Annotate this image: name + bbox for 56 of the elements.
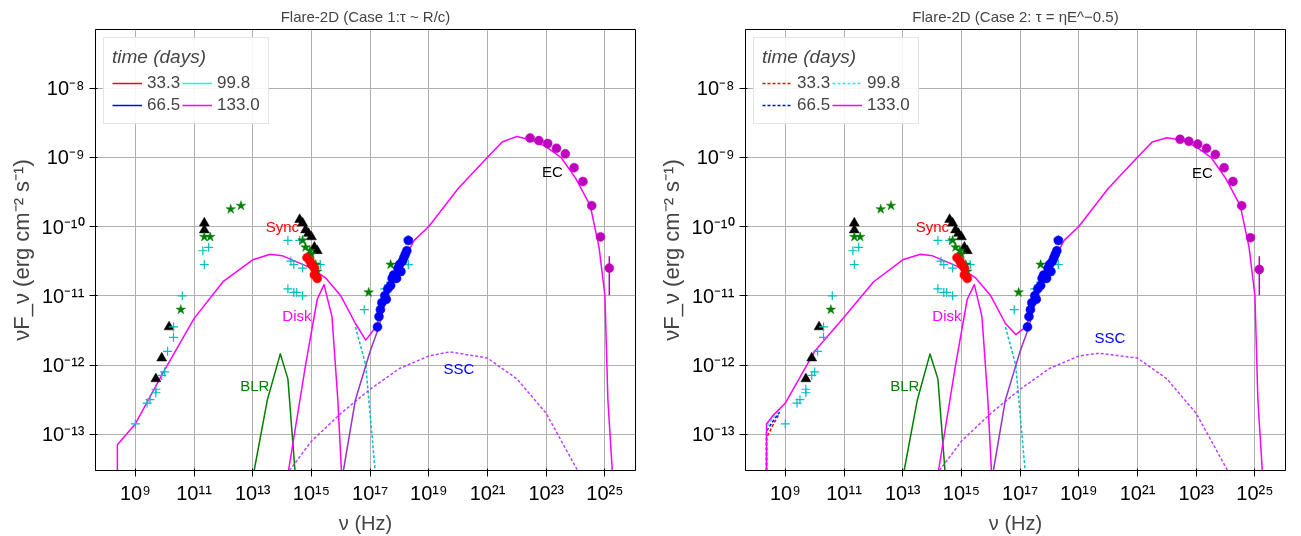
annotation: Sync bbox=[265, 218, 300, 236]
annotation: EC bbox=[541, 162, 563, 180]
annotation: EC bbox=[1191, 164, 1213, 182]
chart-title: Flare-2D (Case 1:τ ~ R/c) bbox=[280, 7, 451, 25]
x-tick-label: 10²⁵ bbox=[586, 481, 624, 504]
x-tick-label: 10¹¹ bbox=[176, 481, 213, 504]
x-axis-title: ν (Hz) bbox=[988, 511, 1043, 534]
y-tick-label: 10⁻¹² bbox=[691, 354, 735, 377]
annotation: BLR bbox=[890, 377, 920, 395]
legend-title: time (days) bbox=[112, 46, 207, 68]
legend-label: 33.3 bbox=[797, 73, 831, 93]
x-tick-label: 10¹⁷ bbox=[1002, 481, 1039, 504]
legend-label: 66.5 bbox=[797, 95, 831, 115]
x-axis-title: ν (Hz) bbox=[338, 511, 393, 534]
legend-label: 133.0 bbox=[217, 95, 260, 115]
y-tick-label: 10⁻¹¹ bbox=[41, 284, 85, 307]
legend-label: 133.0 bbox=[867, 95, 910, 115]
legend-label: 99.8 bbox=[217, 73, 251, 93]
annotation: SSC bbox=[443, 360, 475, 378]
legend-title: time (days) bbox=[762, 46, 857, 68]
annotation: Sync bbox=[915, 218, 950, 236]
x-tick-label: 10¹⁹ bbox=[1060, 481, 1098, 504]
annotation: BLR bbox=[240, 377, 270, 395]
y-tick-label: 10⁻¹³ bbox=[691, 423, 735, 446]
y-tick-label: 10⁻⁸ bbox=[696, 77, 735, 100]
x-tick-label: 10¹⁹ bbox=[410, 481, 448, 504]
x-tick-label: 10²¹ bbox=[1119, 481, 1156, 504]
legend-label: 66.5 bbox=[147, 95, 181, 115]
x-tick-label: 10²³ bbox=[1178, 481, 1215, 504]
x-tick-label: 10²⁵ bbox=[1236, 481, 1274, 504]
annotation: SSC bbox=[1094, 328, 1126, 346]
legend-label: 99.8 bbox=[867, 73, 901, 93]
x-tick-label: 10¹¹ bbox=[826, 481, 863, 504]
y-axis-title: νF_ν (erg cm⁻² s⁻¹) bbox=[658, 159, 684, 341]
y-tick-label: 10⁻⁹ bbox=[696, 146, 735, 169]
annotation: Disk bbox=[932, 307, 962, 325]
x-tick-label: 10²³ bbox=[528, 481, 565, 504]
annotation: Disk bbox=[282, 307, 312, 325]
y-tick-label: 10⁻¹² bbox=[41, 354, 85, 377]
y-axis-title: νF_ν (erg cm⁻² s⁻¹) bbox=[8, 159, 34, 341]
x-tick-label: 10¹³ bbox=[884, 481, 921, 504]
y-tick-label: 10⁻⁹ bbox=[46, 146, 85, 169]
y-tick-label: 10⁻⁸ bbox=[46, 77, 85, 100]
y-tick-label: 10⁻¹³ bbox=[41, 423, 85, 446]
y-tick-label: 10⁻¹¹ bbox=[691, 284, 735, 307]
x-tick-label: 10¹³ bbox=[234, 481, 271, 504]
x-tick-label: 10⁹ bbox=[769, 481, 801, 504]
y-tick-label: 10⁻¹⁰ bbox=[41, 215, 85, 238]
x-tick-label: 10¹⁵ bbox=[292, 481, 331, 504]
chart-title: Flare-2D (Case 2: τ = ηE^−0.5) bbox=[912, 7, 1119, 25]
legend-label: 33.3 bbox=[147, 73, 181, 93]
x-tick-label: 10¹⁷ bbox=[352, 481, 389, 504]
x-tick-label: 10²¹ bbox=[469, 481, 506, 504]
x-tick-label: 10⁹ bbox=[119, 481, 151, 504]
y-tick-label: 10⁻¹⁰ bbox=[691, 215, 735, 238]
x-tick-label: 10¹⁵ bbox=[942, 481, 981, 504]
